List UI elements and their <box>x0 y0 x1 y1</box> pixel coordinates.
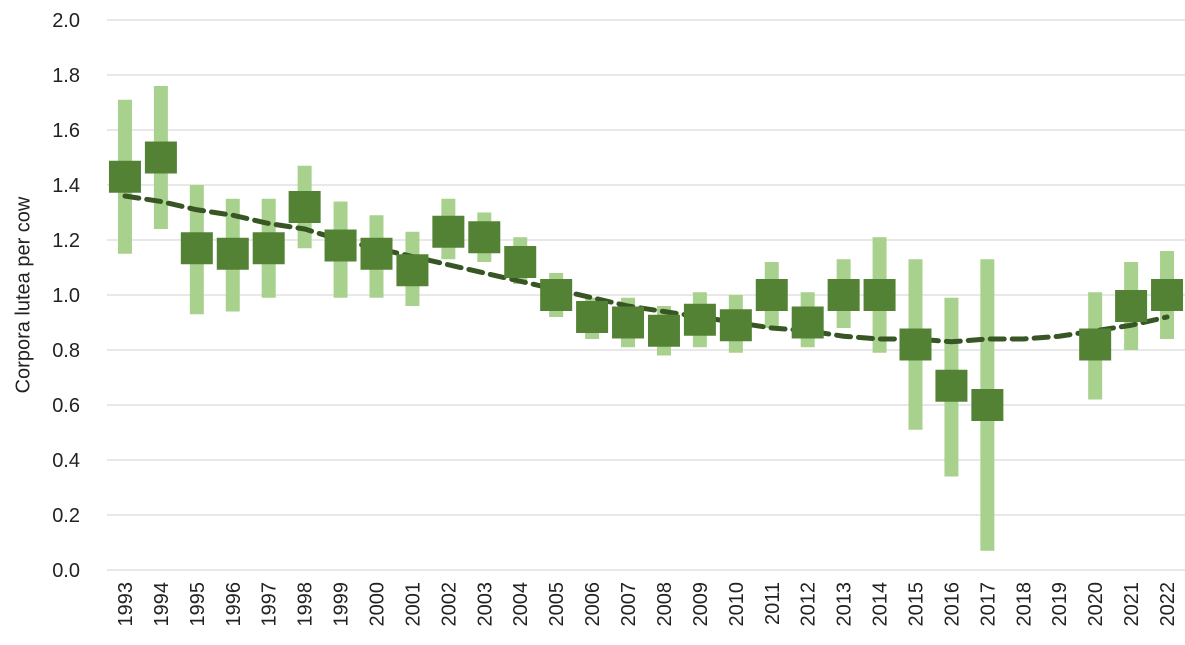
y-tick-label: 0.4 <box>52 450 80 472</box>
marker <box>612 306 645 339</box>
x-tick-label: 1997 <box>259 582 281 627</box>
x-tick-label: 1996 <box>223 582 245 627</box>
y-tick-label: 1.0 <box>52 285 80 307</box>
y-tick-label: 0.2 <box>52 505 80 527</box>
y-tick-label: 0.0 <box>52 560 80 582</box>
marker <box>468 221 501 254</box>
x-tick-label: 2010 <box>726 582 748 627</box>
marker <box>827 279 860 311</box>
marker <box>540 279 573 311</box>
y-tick-label: 1.4 <box>52 175 80 197</box>
x-tick-label: 2013 <box>834 582 856 627</box>
marker <box>144 141 177 174</box>
x-tick-label: 2018 <box>1013 582 1035 627</box>
marker <box>1151 279 1184 311</box>
marker <box>180 232 213 265</box>
marker <box>683 303 716 336</box>
x-tick-label: 2015 <box>906 582 928 627</box>
y-tick-label: 1.8 <box>52 65 80 87</box>
x-tick-label: 2020 <box>1085 582 1107 627</box>
y-tick-label: 1.6 <box>52 120 80 142</box>
x-tick-label: 1999 <box>331 582 353 627</box>
marker <box>935 369 968 402</box>
marker <box>971 389 1004 421</box>
marker <box>432 215 465 248</box>
y-axis-label: Corpora lutea per cow <box>12 196 34 393</box>
x-tick-label: 1998 <box>295 582 317 627</box>
marker <box>755 279 788 311</box>
x-tick-label: 2000 <box>367 582 389 627</box>
marker <box>108 160 141 193</box>
x-tick-label: 2001 <box>402 582 424 627</box>
x-tick-label: 2004 <box>510 582 532 627</box>
marker <box>504 246 537 278</box>
x-tick-label: 2005 <box>546 582 568 627</box>
x-tick-label: 2016 <box>941 582 963 627</box>
trend-line <box>122 193 1170 345</box>
x-tick-label: 1995 <box>187 582 209 627</box>
marker <box>791 306 824 339</box>
x-tick-label: 1993 <box>115 582 137 627</box>
y-tick-label: 1.2 <box>52 230 80 252</box>
marker <box>647 314 680 347</box>
x-tick-label: 2002 <box>438 582 460 627</box>
x-tick-label: 2008 <box>654 582 676 627</box>
x-tick-label: 2007 <box>618 582 640 627</box>
marker <box>1115 290 1148 322</box>
marker <box>324 229 357 262</box>
x-tick-label: 2021 <box>1121 582 1143 627</box>
x-tick-label: 2012 <box>798 582 820 627</box>
marker <box>863 279 896 311</box>
marker <box>216 237 249 270</box>
marker <box>288 191 321 223</box>
x-tick-label: 2009 <box>690 582 712 627</box>
marker <box>252 232 285 265</box>
y-tick-label: 2.0 <box>52 10 80 32</box>
x-tick-label: 2014 <box>870 582 892 627</box>
marker <box>899 328 932 361</box>
x-tick-label: 2003 <box>474 582 496 627</box>
y-tick-label: 0.6 <box>52 395 80 417</box>
x-tick-label: 1994 <box>151 582 173 627</box>
marker <box>719 309 752 342</box>
marker <box>396 254 429 287</box>
x-tick-label: 2017 <box>977 582 999 627</box>
x-tick-label: 2011 <box>762 582 784 625</box>
marker <box>1079 328 1112 361</box>
x-tick-label: 2022 <box>1157 582 1179 627</box>
marker <box>360 237 393 270</box>
x-tick-label: 2019 <box>1049 582 1071 627</box>
marker <box>576 301 609 333</box>
x-tick-label: 2006 <box>582 582 604 627</box>
y-tick-label: 0.8 <box>52 340 80 362</box>
